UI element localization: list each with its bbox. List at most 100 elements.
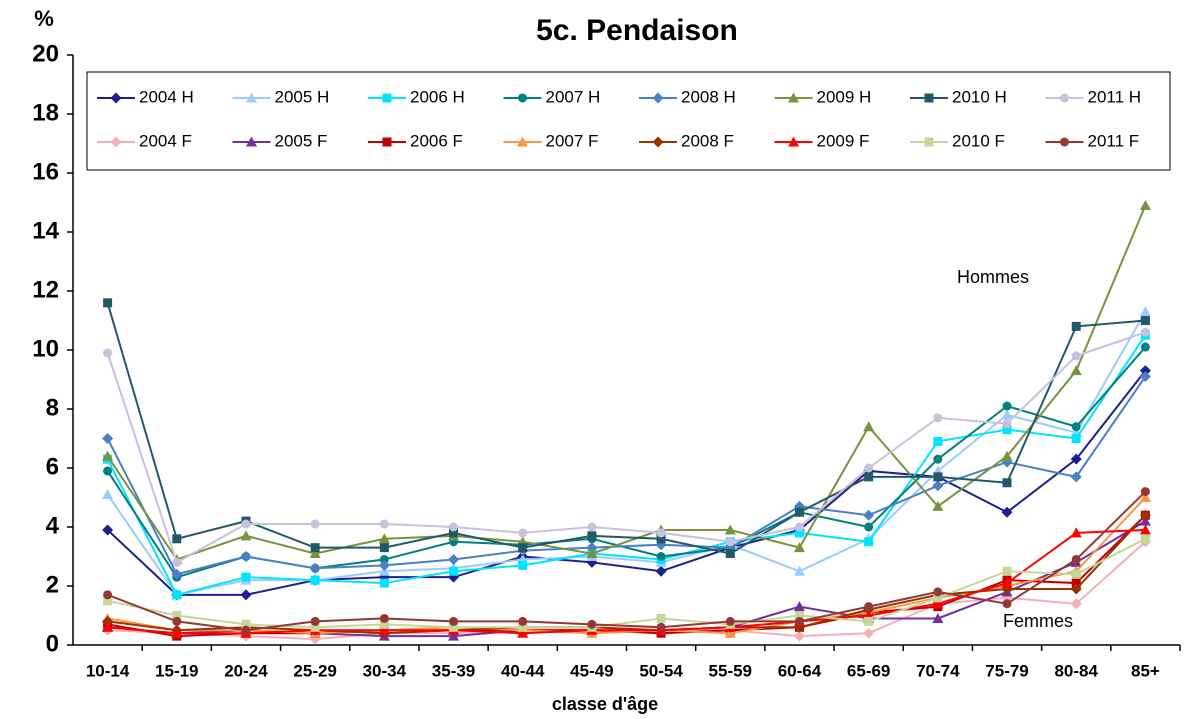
marker (378, 624, 390, 635)
marker (1139, 524, 1151, 535)
legend-label: 2009 F (817, 131, 870, 150)
marker (793, 565, 805, 576)
marker (172, 590, 182, 600)
y-tick-label: 20 (32, 40, 59, 67)
marker (933, 472, 943, 482)
marker (1070, 471, 1082, 483)
x-tick-label: 10-14 (86, 661, 130, 680)
marker (171, 627, 183, 638)
marker (1070, 583, 1082, 595)
marker (309, 548, 321, 559)
marker (379, 554, 389, 564)
legend-marker (788, 92, 799, 103)
legend-marker (1060, 93, 1069, 103)
marker (587, 619, 597, 629)
marker (241, 572, 251, 582)
marker (725, 549, 735, 559)
marker (379, 613, 389, 623)
marker (863, 509, 875, 521)
legend-label: 2011 F (1088, 131, 1140, 150)
marker (1001, 409, 1013, 420)
marker (864, 602, 874, 612)
y-tick-label: 12 (32, 276, 59, 303)
y-tick-label: 18 (32, 99, 59, 126)
legend-label: 2006 F (410, 131, 463, 150)
marker (102, 615, 114, 627)
series-line (106, 370, 1147, 596)
marker (310, 519, 320, 529)
marker (103, 596, 113, 606)
marker (793, 630, 805, 642)
marker (656, 622, 666, 632)
marker (241, 619, 251, 629)
marker (240, 530, 252, 541)
series-line (106, 334, 1147, 597)
marker (1139, 365, 1151, 377)
marker (103, 298, 113, 308)
x-tick-label: 35-39 (432, 661, 475, 680)
marker (864, 537, 874, 547)
marker (794, 522, 804, 532)
marker (1139, 509, 1151, 521)
legend-marker (110, 92, 122, 104)
marker (102, 489, 114, 500)
y-tick-label: 2 (46, 571, 59, 598)
marker (309, 562, 321, 574)
marker (241, 519, 251, 529)
legend (86, 71, 1171, 171)
legend-marker (924, 137, 934, 147)
marker (587, 531, 597, 541)
legend-marker (924, 93, 934, 103)
marker (586, 542, 598, 554)
marker (1070, 527, 1082, 538)
marker (864, 472, 874, 482)
marker (794, 616, 804, 626)
series-line (106, 375, 1147, 576)
marker (1002, 401, 1012, 411)
marker (587, 522, 597, 532)
marker (1001, 577, 1013, 588)
x-tick-label: 25-29 (293, 661, 336, 680)
marker (103, 466, 113, 476)
marker (241, 625, 251, 635)
legend-marker (246, 136, 257, 147)
marker (1002, 419, 1012, 429)
marker (172, 611, 182, 620)
series-line (107, 528, 1146, 635)
marker (1140, 342, 1150, 352)
series-line (106, 302, 1146, 555)
x-axis-label: classe d'âge (552, 694, 658, 714)
x-tick-label: 50-54 (639, 661, 683, 680)
chart-title: 5c. Pendaison (536, 14, 738, 47)
marker (933, 587, 943, 597)
marker (240, 551, 252, 562)
marker (656, 534, 666, 544)
marker (1071, 351, 1081, 361)
marker (932, 500, 944, 511)
marker (932, 598, 944, 609)
marker (793, 542, 805, 553)
marker (933, 436, 943, 446)
marker (656, 528, 666, 538)
series-line (107, 514, 1147, 638)
marker (1070, 365, 1082, 376)
marker (1071, 554, 1081, 564)
marker (1071, 569, 1081, 579)
y-tick-label: 16 (32, 158, 59, 185)
legend-label: 2007 H (546, 87, 601, 106)
marker (103, 590, 113, 600)
legend-label: 2007 F (546, 131, 599, 150)
marker (656, 613, 666, 623)
marker (449, 616, 459, 626)
marker (794, 507, 804, 517)
series-line (107, 514, 1147, 635)
marker (102, 621, 114, 632)
marker (1001, 506, 1013, 518)
legend-marker (517, 136, 528, 147)
marker (518, 543, 528, 553)
marker (793, 601, 805, 612)
marker (310, 616, 320, 626)
marker (102, 433, 114, 444)
marker (379, 519, 389, 529)
marker (1140, 316, 1150, 325)
